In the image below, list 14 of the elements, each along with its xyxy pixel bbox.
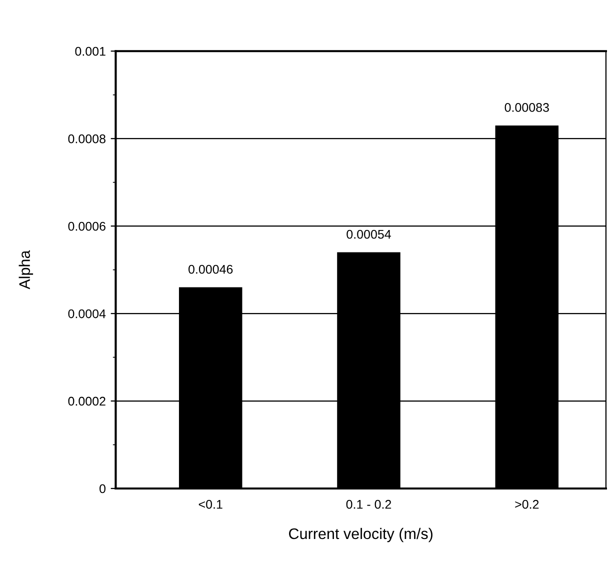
y-tick-label: 0.001 (75, 46, 106, 56)
data-label: 0.00083 (504, 103, 549, 112)
y-tick-label: 0.0002 (68, 396, 106, 406)
y-tick-label: 0.0006 (68, 222, 106, 231)
x-tick-label: >0.2 (515, 500, 539, 509)
y-tick-label: 0.0004 (68, 309, 106, 318)
data-label: 0.00046 (188, 264, 233, 274)
y-tick-label: 0.0008 (68, 134, 106, 144)
x-tick-label: 0.1 - 0.2 (346, 500, 392, 509)
data-label: 0.00054 (346, 230, 391, 239)
x-axis-title: Current velocity (m/s) (289, 528, 432, 542)
x-tick-label: <0.1 (198, 500, 222, 509)
y-tick-label: 0 (100, 484, 106, 494)
y-axis-title: Alpha (18, 250, 34, 290)
